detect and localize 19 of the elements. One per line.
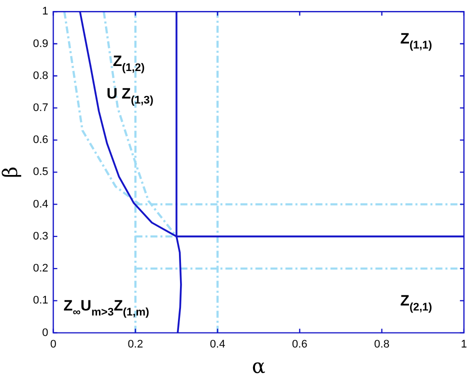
y-tick-label: 0.6 <box>32 134 48 146</box>
x-tick-label: 0.2 <box>128 338 144 350</box>
y-tick-label: 0.2 <box>32 262 48 275</box>
y-tick-label: 0.8 <box>32 70 48 82</box>
x-tick-label: 0.6 <box>292 338 308 350</box>
y-tick-label: 0.9 <box>32 38 48 50</box>
x-tick-label: 0.4 <box>210 338 226 350</box>
y-tick-label: 0.1 <box>32 294 48 307</box>
x-tick-label: 1 <box>460 338 468 350</box>
y-tick-label: 1 <box>42 6 48 18</box>
y-tick-label: 0.7 <box>32 102 48 114</box>
y-tick-label: 0.3 <box>32 230 48 242</box>
y-tick-label: 0.4 <box>32 198 48 210</box>
x-tick-label: 0 <box>50 338 56 350</box>
y-tick-label: 0 <box>42 326 48 339</box>
y-tick-label: 0.5 <box>32 166 48 178</box>
x-tick-label: 0.8 <box>374 338 390 350</box>
y-axis-title: β <box>0 166 22 178</box>
x-axis-title: α <box>252 354 266 378</box>
